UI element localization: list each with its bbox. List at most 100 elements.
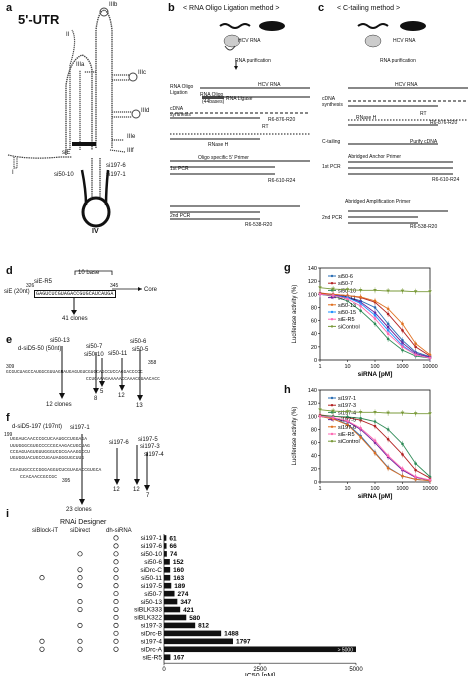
c-hcv-rna-1: HCV RNA: [393, 38, 416, 44]
row-label-si50-13: si50-13: [141, 599, 163, 606]
stem-IIIb: [95, 9, 113, 148]
legend-label-si50-15: si50-15: [338, 310, 356, 316]
legend-marker-si197-6: [330, 425, 334, 428]
x-tick-label: 10000: [422, 364, 437, 370]
b-oligo-primer-1: Oligo specific 5' Primer: [198, 155, 249, 161]
d-end: 345: [110, 283, 119, 289]
e-count-2: 8: [94, 396, 98, 402]
e-sirna-si50-6: si50-6: [130, 339, 147, 345]
row-label-siDrc-C: siDrc-C: [140, 567, 162, 574]
legend-label-si50-6: si50-6: [338, 274, 353, 280]
designer-mark: [113, 638, 119, 644]
designer-mark: [77, 606, 83, 613]
row-label-si50-10: si50-10: [141, 551, 163, 558]
x-axis-label: siRNA [pM]: [358, 371, 393, 378]
b-rt: RT: [262, 124, 269, 130]
legend-marker-si50-7: [330, 282, 334, 285]
stem-label-IIIf: IIIf: [127, 148, 134, 154]
legend-label-si50-10: si50-10: [338, 288, 356, 294]
x-axis-label: IC50 [pM]: [245, 673, 275, 676]
designer-mark: [77, 575, 83, 581]
designer-mark: [113, 591, 119, 597]
legend-marker-si50-15: [330, 310, 334, 314]
f-end: 395: [62, 478, 71, 484]
i-header: RNAi Designer: [60, 519, 107, 526]
b-rna-oligo-ligation: RNA Oligo Ligation: [170, 84, 194, 96]
designer-mark: [113, 551, 119, 557]
f-sirna-si197-6: si197-6: [109, 440, 129, 446]
b-hcv-rna-2: HCV RNA: [258, 82, 281, 88]
stem-IIIc: [112, 74, 130, 81]
d-rs: siE-R5: [34, 279, 53, 285]
b-2nd-pcr: 2nd PCR: [170, 213, 191, 219]
legend-marker-siE-R5: [330, 432, 334, 436]
row-label-siBLK333: siBLK333: [134, 607, 162, 614]
x-tick-label: 10: [344, 486, 350, 492]
stem-label-IIIc: IIIc: [138, 70, 147, 76]
f-count-4: 7: [146, 493, 150, 499]
designer-mark: [113, 567, 119, 573]
designer-mark: [113, 543, 119, 549]
e-sirna-si50-10: si50-10: [84, 352, 104, 358]
d-clones: 41 clones: [62, 316, 88, 322]
sirna-siE: siE: [62, 150, 71, 156]
row-label-si50-6: si50-6: [144, 559, 162, 566]
stem-label-IIId: IIId: [141, 108, 150, 114]
strand-baseline: [7, 154, 72, 159]
y-tick-label: 40: [311, 454, 317, 460]
i-col-dhsirna: dh-siRNA: [106, 528, 132, 534]
c-anchor-primer: Abridged Anchor Primer: [348, 154, 402, 160]
y-tick-label: 120: [308, 401, 317, 407]
panel-label-d: d: [6, 265, 13, 277]
e-tail: CCUCAAAGAAAAACCAAACGUAACACC: [86, 377, 160, 382]
x-tick-label: 100: [370, 486, 379, 492]
x-tick-label: 10: [344, 364, 350, 370]
designer-mark: [113, 614, 119, 621]
value-label-si197-4: 1797: [236, 639, 251, 646]
legend-marker-siE-R5: [330, 318, 334, 321]
f-line-2: UUUGGGCGUGCCCCCGCAAGACUGCUAGCCGAGUAGUGUU…: [10, 444, 90, 461]
value-label-siE-R5: 167: [173, 655, 184, 662]
b-r6-610: R6-610-R24: [268, 178, 296, 184]
f-sirna-si197-1: si197-1: [70, 425, 90, 431]
value-label-si197-3: 812: [198, 623, 209, 630]
e-start: 309: [6, 364, 15, 370]
chart-h: 0 20 40 60 80 100 120 140 1 10 100 1000 10000 Lucifer…: [292, 388, 438, 500]
legend-marker-si50-11: [330, 296, 334, 299]
y-tick-label: 100: [308, 414, 317, 420]
c-c-tailing: C-tailing: [322, 139, 341, 145]
c-rnase-h: RNase H: [356, 115, 377, 121]
d-name: siE (20nt): [4, 289, 30, 295]
panel-b-title: < RNA Oligo Ligation method >: [183, 5, 280, 12]
e-end: 358: [148, 360, 157, 366]
row-label-si50-11: si50-11: [141, 575, 162, 582]
legend-marker-si50-13: [330, 303, 334, 306]
bar-si197-3: [164, 622, 196, 629]
f-line-3: CGAGUGCCCCGGGAGGUCUCGUAGACCGUGCA: [10, 468, 102, 473]
bar-si50-7: [164, 590, 175, 597]
bar-si197-1: [164, 535, 167, 541]
panel-label-b: b: [168, 2, 175, 14]
chart-g: 0 20 40 60 80 100 120 140 1 10 100 1000 10000 Lucifer…: [292, 266, 438, 378]
c-hcv-rna-2: HCV RNA: [395, 82, 418, 88]
bar-siDrc-C: [164, 566, 171, 573]
value-label-siDrc-B: 1488: [224, 631, 239, 638]
row-label-siBLK322: siBLK322: [134, 615, 162, 622]
b-cdna-synthesis: cDNA synthesis: [170, 106, 191, 118]
sirna-si50-10: si50-10: [54, 172, 74, 178]
sirna-si197-1: si197-1: [106, 172, 126, 178]
x-tick-label: 1000: [396, 486, 408, 492]
stem-IIId: [112, 111, 132, 118]
value-label-si50-11: 163: [173, 575, 184, 582]
e-count-5: 13: [136, 403, 143, 409]
bar-siBLK333: [164, 606, 181, 613]
b-rna-oligo: RNA Oligo: [200, 92, 224, 98]
utr-structure: [7, 7, 141, 228]
d-start: 326: [26, 283, 35, 289]
value-label-siBLK322: 580: [189, 615, 200, 622]
f-arrows: [79, 434, 150, 505]
e-sirna-si50-13: si50-13: [50, 338, 70, 344]
row-label-siDrc-B: siDrc-B: [141, 631, 162, 638]
y-tick-label: 80: [311, 305, 317, 311]
designer-mark: [113, 559, 119, 565]
